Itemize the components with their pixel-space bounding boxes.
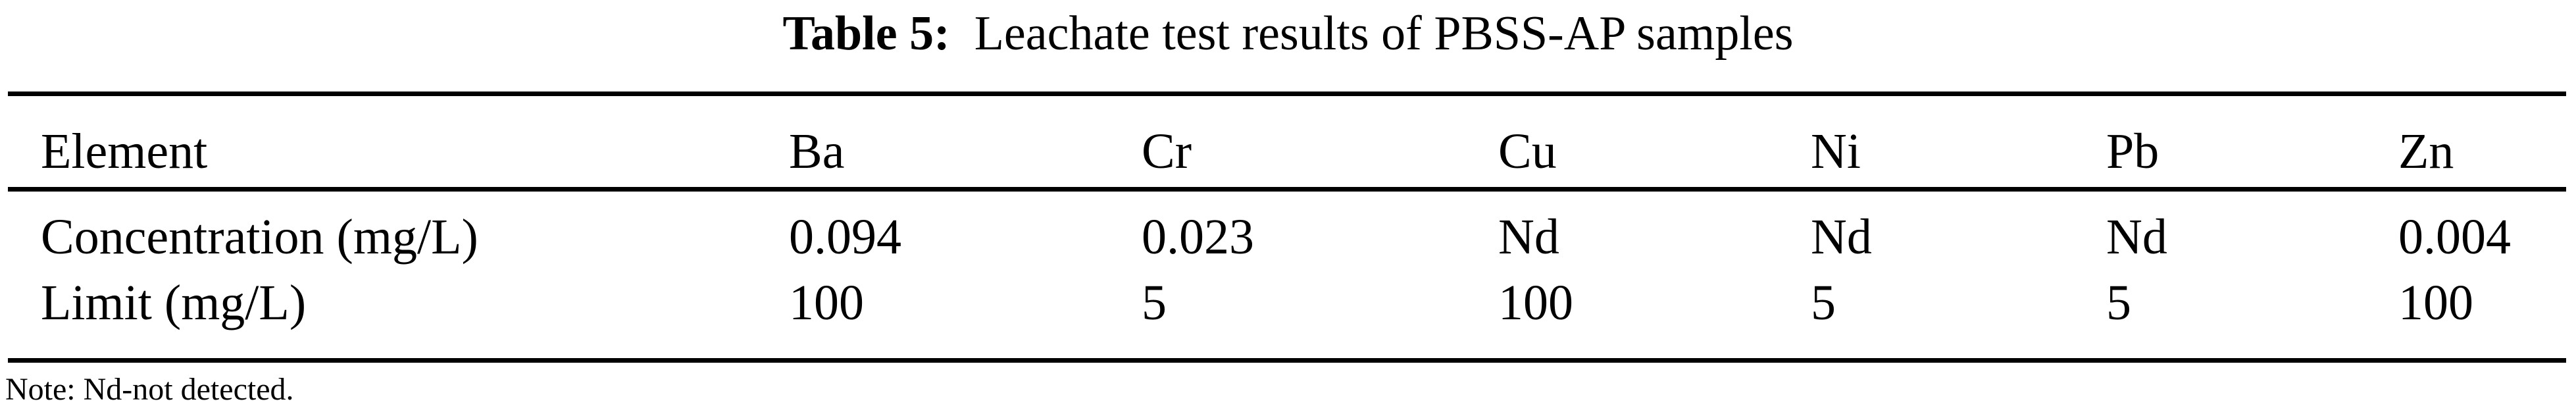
table-cell: 100	[789, 275, 864, 330]
header-rule	[8, 187, 2566, 192]
table-cell: 5	[1811, 275, 1836, 330]
table-cell: Concentration (mg/L)	[41, 209, 478, 265]
table-note: Note: Nd-not detected.	[5, 372, 294, 407]
table-caption: Table 5: Leachate test results of PBSS-A…	[0, 4, 2576, 63]
table-cell: 0.094	[789, 209, 901, 265]
table-cell: 5	[1142, 275, 1167, 330]
bottom-rule	[8, 358, 2566, 363]
header-cell: Element	[41, 124, 208, 179]
table-label: Table 5:	[782, 7, 950, 61]
table-cell: 100	[1498, 275, 1573, 330]
table-title: Leachate test results of PBSS-AP samples	[974, 7, 1794, 61]
table-cell: Nd	[2106, 209, 2167, 265]
table-cell: Nd	[1811, 209, 1872, 265]
header-cell: Cu	[1498, 124, 1557, 179]
table-cell: 5	[2106, 275, 2131, 330]
header-cell: Cr	[1142, 124, 1192, 179]
header-cell: Pb	[2106, 124, 2159, 179]
header-cell: Zn	[2398, 124, 2454, 179]
header-cell: Ni	[1811, 124, 1861, 179]
table-cell: 100	[2398, 275, 2473, 330]
table-cell: Limit (mg/L)	[41, 275, 307, 330]
header-cell: Ba	[789, 124, 845, 179]
top-rule	[8, 91, 2566, 96]
table-cell: Nd	[1498, 209, 1559, 265]
table-cell: 0.004	[2398, 209, 2511, 265]
table-cell: 0.023	[1142, 209, 1254, 265]
